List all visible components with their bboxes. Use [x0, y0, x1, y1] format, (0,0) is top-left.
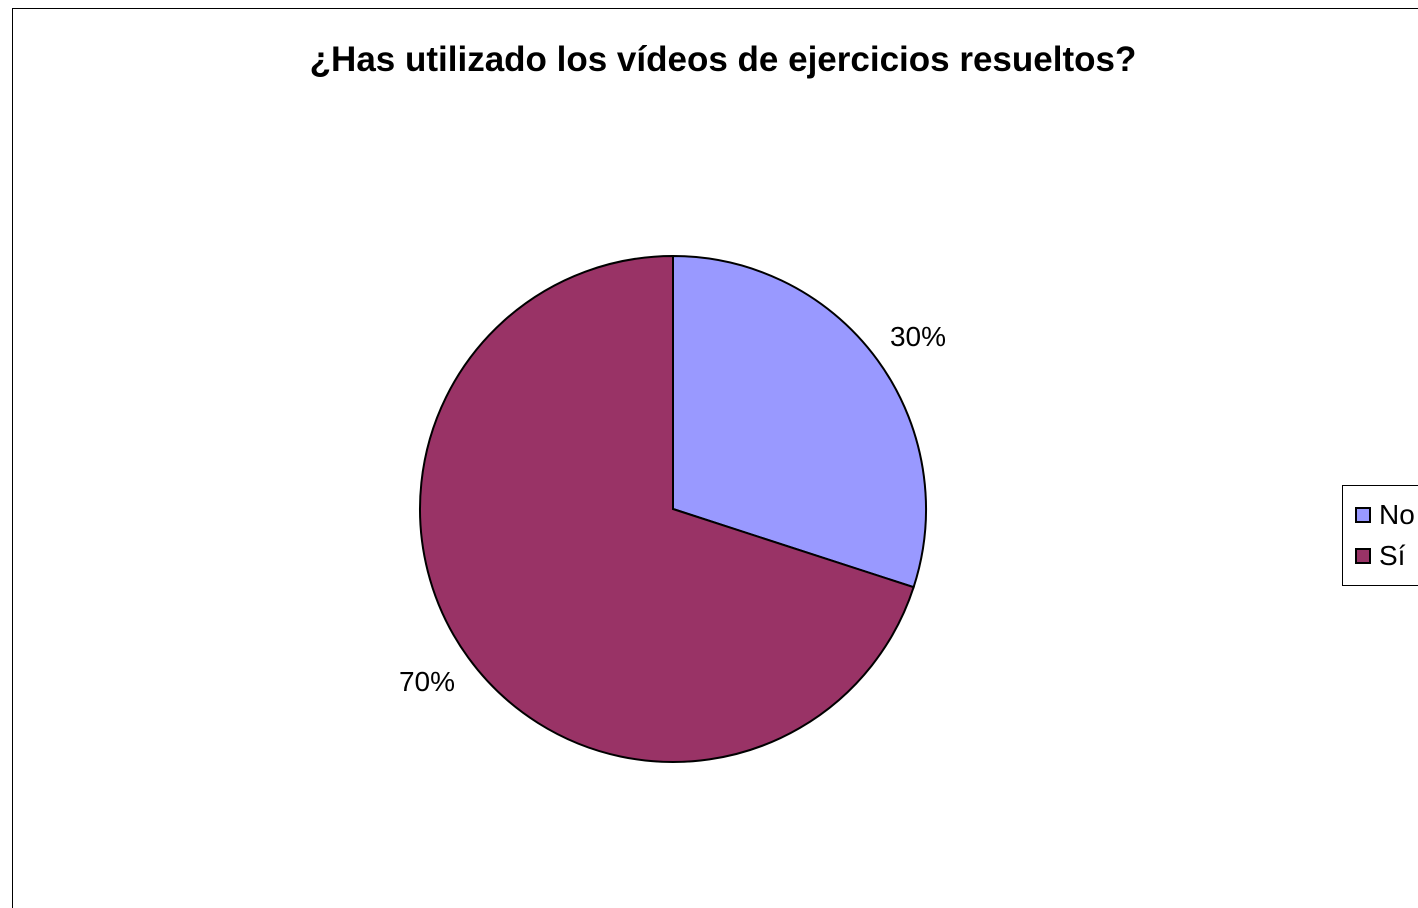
legend-label-si: Sí [1379, 540, 1406, 571]
legend: No Sí [1342, 485, 1418, 586]
legend-swatch-no [1355, 507, 1371, 523]
data-label-no: 30% [890, 321, 946, 352]
legend-item-si: Sí [1355, 539, 1405, 573]
pie-slice-no [672, 254, 927, 589]
chart-title: ¿Has utilizado los vídeos de ejercicios … [309, 40, 1137, 79]
legend-item-no: No [1355, 498, 1415, 532]
legend-swatch-si [1355, 548, 1371, 564]
legend-label-no: No [1379, 499, 1415, 530]
data-label-si: 70% [399, 666, 455, 697]
chart-frame [12, 8, 1418, 908]
pie-slice-si [418, 254, 915, 763]
